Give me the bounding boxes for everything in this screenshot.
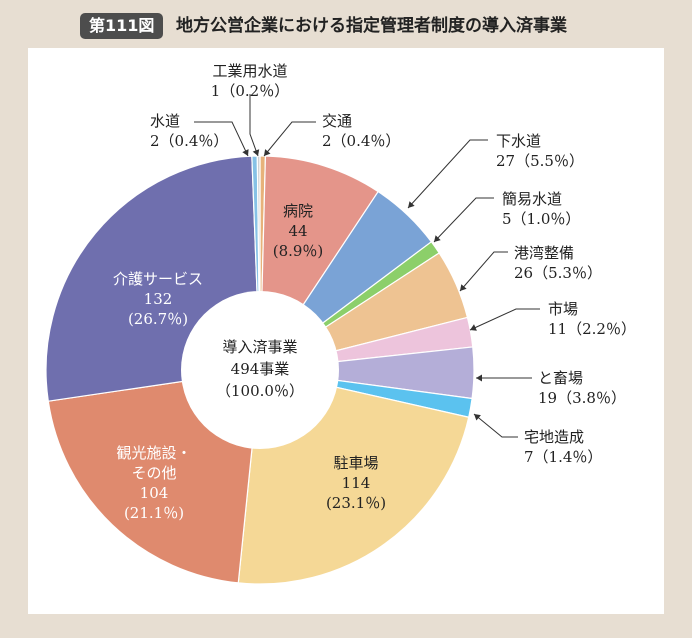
slice-label-kogyo-suido: 工業用水道	[212, 62, 287, 80]
donut-hole	[181, 291, 339, 449]
leader-line-takuchi	[473, 413, 518, 438]
figure-number-badge: 第111図	[80, 13, 164, 39]
leader-line-ichiba	[469, 308, 540, 331]
leader-line-suido	[194, 121, 249, 157]
leader-arrow-takuchi	[474, 414, 481, 421]
center-label-line: （100.0％）	[216, 382, 304, 400]
center-label-line: 494事業	[231, 360, 290, 378]
slice-label-kowan: 港湾整備	[514, 244, 574, 262]
slice-label-kan-i-suido: 簡易水道	[502, 190, 562, 208]
slice-percent-chushajo: (23.1％)	[326, 494, 386, 512]
slice-value-kowan: 26（5.3％）	[514, 264, 602, 282]
slice-label-takuchi: 宅地造成	[524, 428, 584, 446]
figure-header: 第111図 地方公営企業における指定管理者制度の導入済事業	[0, 0, 692, 44]
pie-chart: 導入済事業 494事業 （100.0％） 交通 2（0.4％） 病院 44 (8.9％) 下水道…	[45, 62, 636, 585]
leader-line-gesuido	[407, 139, 488, 209]
leader-arrow-suido	[242, 149, 249, 156]
slice-value-byoin: 44	[288, 222, 307, 240]
slice-percent-byoin: (8.9％)	[273, 242, 324, 260]
leader-arrow-kogyo-suido	[252, 149, 260, 156]
leader-arrow-kotsu	[264, 149, 271, 156]
chart-panel: 導入済事業 494事業 （100.0％） 交通 2（0.4％） 病院 44 (8.9％) 下水道…	[28, 48, 664, 614]
slice-label-kanko: その他	[131, 464, 176, 482]
slice-label-kotsu: 交通	[322, 112, 352, 130]
leader-line-kogyo-suido	[249, 94, 259, 157]
slice-value-chushajo: 114	[342, 474, 371, 492]
slice-label-suido: 水道	[150, 112, 180, 130]
leader-line-kowan	[459, 251, 508, 292]
slice-percent-kanko: (21.1％)	[124, 504, 184, 522]
leader-arrow-ichiba	[470, 324, 477, 331]
slice-value-tochikuba: 19（3.8％）	[538, 389, 626, 407]
leader-arrow-kan-i-suido	[434, 235, 441, 242]
slice-label-kanko: 観光施設・	[116, 444, 191, 462]
pie-labels: 導入済事業 494事業 （100.0％） 交通 2（0.4％） 病院 44 (8.9％) 下水道…	[113, 62, 636, 522]
slice-label-chushajo: 駐車場	[333, 454, 378, 472]
leader-line-kan-i-suido	[433, 197, 494, 243]
center-label-line: 導入済事業	[222, 338, 297, 356]
slice-label-kaigo: 介護サービス	[113, 270, 203, 288]
slice-percent-kaigo: (26.7％)	[128, 310, 188, 328]
chart-title: 地方公営企業における指定管理者制度の導入済事業	[176, 16, 567, 36]
slice-label-ichiba: 市場	[548, 300, 578, 318]
slice-value-takuchi: 7（1.4％）	[524, 448, 602, 466]
slice-value-ichiba: 11（2.2％）	[548, 320, 636, 338]
slice-value-suido: 2（0.4％）	[150, 132, 228, 150]
leader-arrow-gesuido	[408, 201, 415, 208]
slice-value-kotsu: 2（0.4％）	[322, 132, 400, 150]
leader-line-kotsu	[263, 121, 316, 157]
slice-value-kaigo: 132	[144, 290, 173, 308]
slice-value-kogyo-suido: 1（0.2％）	[211, 82, 289, 100]
slice-label-byoin: 病院	[283, 202, 313, 220]
leader-arrow-kowan	[460, 284, 467, 291]
leader-arrow-tochikuba	[476, 374, 482, 382]
slice-value-gesuido: 27（5.5％）	[496, 152, 584, 170]
slice-value-kan-i-suido: 5（1.0％）	[502, 210, 580, 228]
slice-label-gesuido: 下水道	[496, 132, 541, 150]
slice-value-kanko: 104	[140, 484, 169, 502]
slice-label-tochikuba: と畜場	[538, 369, 583, 387]
